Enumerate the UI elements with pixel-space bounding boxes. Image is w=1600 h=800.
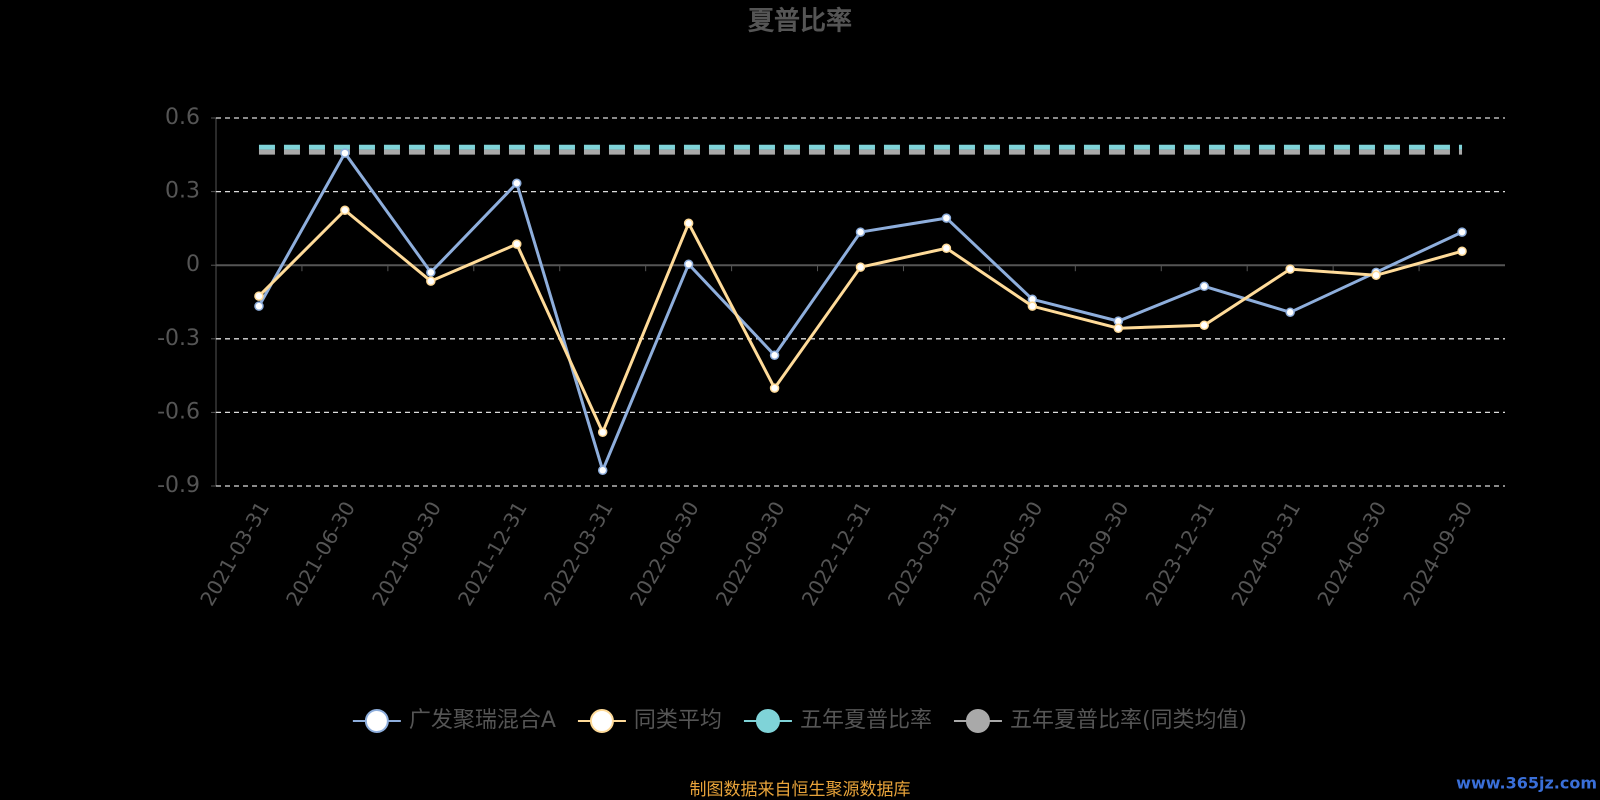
data-point — [597, 465, 608, 476]
y-tick-label: -0.9 — [157, 473, 200, 498]
source-note: 制图数据来自恒生聚源数据库 — [690, 780, 911, 800]
y-tick-label: -0.6 — [157, 399, 200, 424]
data-point — [683, 259, 694, 269]
data-point — [769, 350, 780, 360]
data-point — [941, 213, 952, 223]
data-point — [1027, 301, 1038, 311]
data-point — [855, 262, 866, 272]
y-tick-label: 0 — [186, 252, 200, 277]
data-point — [254, 301, 264, 311]
data-point — [769, 383, 780, 393]
data-point — [1199, 281, 1209, 292]
legend-label: 五年夏普比率(同类均值) — [1010, 708, 1247, 733]
data-point — [340, 205, 350, 215]
legend-marker — [364, 709, 389, 733]
legend: 广发聚瑞混合A 同类平均 五年夏普比率 五年夏普比率(同类均值) — [352, 708, 1247, 733]
data-point — [254, 291, 264, 301]
data-point — [1113, 323, 1124, 334]
data-point — [941, 243, 952, 254]
watermark: www.365jz.com — [1456, 774, 1597, 793]
data-point — [855, 227, 866, 237]
legend-label: 广发聚瑞混合A — [409, 708, 556, 733]
data-point — [340, 148, 350, 158]
chart-title: 夏普比率 — [748, 6, 852, 37]
data-point — [1199, 320, 1209, 331]
data-point — [1371, 270, 1381, 281]
data-point — [512, 239, 522, 249]
y-tick-label: 0.3 — [165, 179, 200, 204]
legend-marker — [965, 709, 990, 733]
data-point — [1457, 227, 1467, 237]
data-point — [597, 427, 608, 438]
data-point — [1285, 264, 1295, 274]
legend-marker — [755, 709, 780, 733]
data-point — [426, 267, 436, 278]
legend-marker — [589, 709, 614, 733]
y-tick-label: 0.6 — [165, 105, 200, 130]
data-point — [683, 218, 694, 228]
y-tick-label: -0.3 — [157, 326, 200, 351]
data-point — [1285, 307, 1295, 318]
data-point — [512, 178, 522, 189]
data-point — [1457, 246, 1467, 256]
legend-label: 五年夏普比率 — [800, 708, 932, 733]
legend-label: 同类平均 — [634, 708, 722, 733]
data-point — [426, 276, 436, 286]
